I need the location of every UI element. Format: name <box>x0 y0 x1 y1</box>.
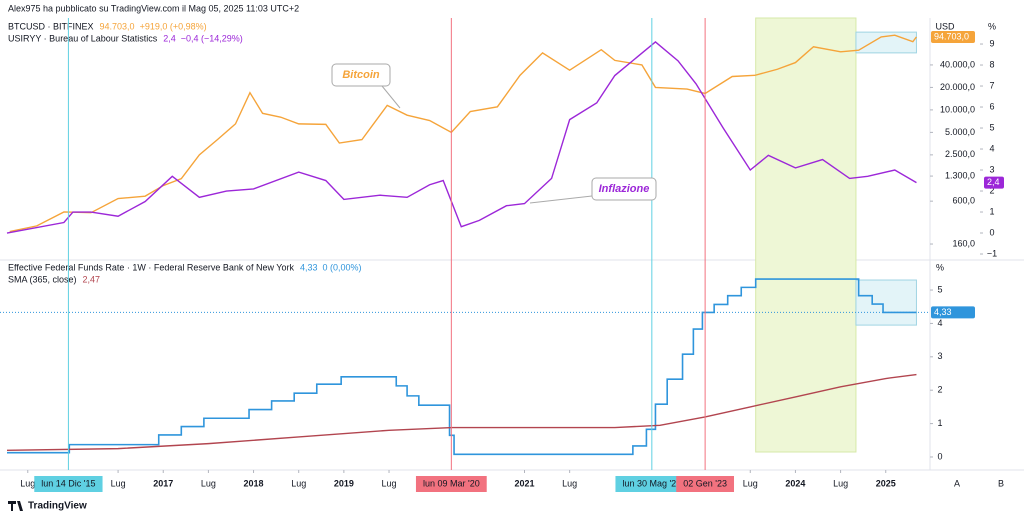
legend-change: +919,0 (+0,98%) <box>140 21 207 31</box>
y-tick-label: 600,0 <box>952 196 975 206</box>
y2-tick-label: 0 <box>989 227 994 237</box>
y2-tick-label: 1 <box>989 206 994 216</box>
y-tick-label: 40.000,0 <box>940 59 975 69</box>
y2-tick-label: 7 <box>989 80 994 90</box>
last-value-label: 94.703,0 <box>934 31 969 41</box>
legend-name: SMA (365, close) <box>8 274 77 284</box>
marker-label: lun 09 Mar '20 <box>423 478 480 488</box>
last-value-label: 4,33 <box>934 307 952 317</box>
legend-value: 94.703,0 <box>100 21 135 31</box>
y2-tick-label: 6 <box>989 101 994 111</box>
marker-label: lun 14 Dic '15 <box>41 478 95 488</box>
marker-label: 02 Gen '23 <box>683 478 727 488</box>
marker-badge <box>615 476 689 492</box>
y2-tick-label: 8 <box>989 59 994 69</box>
auto-button[interactable]: A <box>954 478 960 488</box>
highlight-box <box>855 279 917 326</box>
series-line <box>9 34 918 233</box>
axis-unit: USD <box>935 21 955 31</box>
y-tick-label: 5 <box>937 284 942 294</box>
y2-tick-label: −1 <box>987 248 997 258</box>
marker-badge <box>676 476 735 492</box>
y-tick-label: 10.000,0 <box>940 104 975 114</box>
y-tick-label: 4 <box>937 318 942 328</box>
y2-tick-label: 4 <box>989 143 994 153</box>
y-tick-label: 160,0 <box>952 238 975 248</box>
x-tick-label: Lug <box>382 478 397 488</box>
x-tick-label: Lug <box>833 478 848 488</box>
x-tick-label: 2024 <box>785 478 805 488</box>
x-tick-label: 2025 <box>876 478 896 488</box>
marker-badge <box>34 476 103 492</box>
legend-value: 2,47 <box>83 274 101 284</box>
marker-label: lun 30 Mag '22 <box>622 478 681 488</box>
last-value-label: 2,4 <box>987 177 1000 187</box>
x-tick-label: Lug <box>20 478 35 488</box>
y2-tick-label: 3 <box>989 164 994 174</box>
axis-unit: % <box>988 21 996 31</box>
legend-change: 0 (0,00%) <box>323 262 362 272</box>
x-tick-label: Lug <box>201 478 216 488</box>
y-tick-label: 2.500,0 <box>945 149 975 159</box>
x-tick-label: 2019 <box>334 478 354 488</box>
y-tick-label: 1 <box>937 418 942 428</box>
callout-box <box>591 177 657 201</box>
last-value-badge <box>931 306 975 319</box>
x-tick-label: Lug <box>743 478 758 488</box>
x-tick-label: 2018 <box>244 478 264 488</box>
y-tick-label: 3 <box>937 351 942 361</box>
y-tick-label: 5.000,0 <box>945 127 975 137</box>
brand: TradingView <box>28 501 87 512</box>
y2-tick-label: 2 <box>989 185 994 195</box>
y2-tick-label: 5 <box>989 122 994 132</box>
callout-label: Inflazione <box>599 183 650 195</box>
legend-name: USIRYY · Bureau of Labour Statistics <box>8 33 158 43</box>
last-value-badge <box>984 176 1004 189</box>
legend-change: −0,4 (−14,29%) <box>181 33 243 43</box>
y-tick-label: 2 <box>937 385 942 395</box>
series-line <box>6 41 917 234</box>
logo <box>8 501 23 511</box>
callout-pointer <box>529 195 593 204</box>
axis-unit: % <box>936 262 944 272</box>
last-value-badge <box>931 30 975 43</box>
callout-box <box>331 63 391 87</box>
legend-name: BTCUSD · BITFINEX <box>8 21 94 31</box>
x-tick-label: Lug <box>291 478 306 488</box>
marker-badge <box>415 476 487 492</box>
series-line <box>7 278 917 456</box>
legend-value: 2,4 <box>163 33 176 43</box>
legend-value: 4,33 <box>300 262 318 272</box>
callout-pointer <box>381 85 401 109</box>
highlight-box <box>855 31 917 54</box>
publish-note: Alex975 ha pubblicato su TradingView.com… <box>8 3 299 13</box>
log-button[interactable]: B <box>998 478 1004 488</box>
y-tick-label: 0 <box>937 451 942 461</box>
y-tick-label: 1.300,0 <box>945 170 975 180</box>
series-line <box>6 373 917 452</box>
legend-name: Effective Federal Funds Rate · 1W · Fede… <box>8 262 294 272</box>
x-tick-label: Lug <box>562 478 577 488</box>
y2-tick-label: 9 <box>989 38 994 48</box>
shaded-period <box>755 17 857 453</box>
y-tick-label: 20.000,0 <box>940 82 975 92</box>
x-tick-label: 2021 <box>514 478 534 488</box>
x-tick-label: 2017 <box>153 478 173 488</box>
callout-label: Bitcoin <box>342 69 380 81</box>
x-tick-label: Lug <box>111 478 126 488</box>
